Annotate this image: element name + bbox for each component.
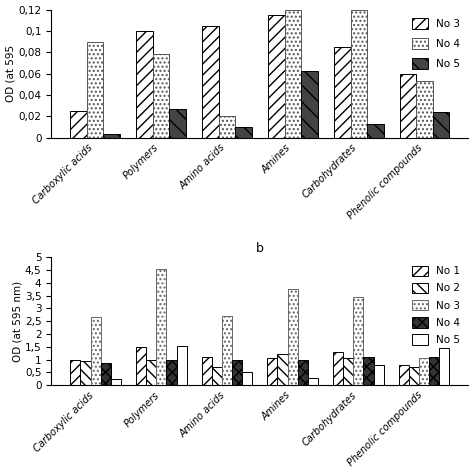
Bar bbox=[268, 15, 284, 137]
Bar bbox=[429, 357, 439, 385]
Bar bbox=[288, 289, 298, 385]
Bar bbox=[169, 109, 186, 137]
Bar bbox=[219, 116, 235, 137]
Bar bbox=[399, 365, 409, 385]
Bar bbox=[156, 269, 166, 385]
Bar bbox=[333, 352, 343, 385]
Bar bbox=[222, 316, 232, 385]
Bar bbox=[364, 357, 374, 385]
Bar bbox=[80, 361, 91, 385]
Bar bbox=[417, 81, 433, 137]
Legend: No 3, No 4, No 5: No 3, No 4, No 5 bbox=[409, 15, 463, 73]
Bar bbox=[350, 9, 367, 137]
Bar bbox=[91, 318, 100, 385]
Bar bbox=[235, 127, 252, 137]
Bar bbox=[374, 365, 384, 385]
Bar bbox=[201, 357, 212, 385]
Bar bbox=[103, 134, 119, 137]
Bar bbox=[176, 346, 187, 385]
Bar bbox=[232, 360, 242, 385]
Bar bbox=[267, 358, 277, 385]
Bar bbox=[298, 360, 308, 385]
Bar bbox=[334, 47, 350, 137]
Bar bbox=[439, 348, 449, 385]
Bar bbox=[212, 367, 222, 385]
Bar bbox=[70, 111, 87, 137]
Bar bbox=[400, 73, 417, 137]
Bar bbox=[87, 42, 103, 137]
Bar bbox=[277, 355, 288, 385]
Bar bbox=[433, 112, 449, 137]
Bar bbox=[409, 367, 419, 385]
Bar bbox=[308, 377, 318, 385]
Bar bbox=[166, 360, 176, 385]
Bar bbox=[100, 364, 111, 385]
Bar bbox=[301, 72, 318, 137]
Bar bbox=[153, 55, 169, 137]
Bar bbox=[136, 347, 146, 385]
Bar bbox=[146, 360, 156, 385]
Bar bbox=[136, 31, 153, 137]
Bar bbox=[343, 358, 353, 385]
Y-axis label: OD (at 595 nm): OD (at 595 nm) bbox=[12, 281, 22, 362]
Bar bbox=[111, 379, 121, 385]
Bar bbox=[202, 26, 219, 137]
Bar bbox=[353, 297, 364, 385]
Y-axis label: OD (at 595: OD (at 595 bbox=[6, 45, 16, 102]
Title: b: b bbox=[256, 242, 264, 255]
Bar bbox=[242, 373, 253, 385]
Bar bbox=[419, 358, 429, 385]
Bar bbox=[367, 124, 383, 137]
Legend: No 1, No 2, No 3, No 4, No 5: No 1, No 2, No 3, No 4, No 5 bbox=[409, 263, 463, 348]
Bar bbox=[70, 360, 80, 385]
Bar bbox=[284, 9, 301, 137]
